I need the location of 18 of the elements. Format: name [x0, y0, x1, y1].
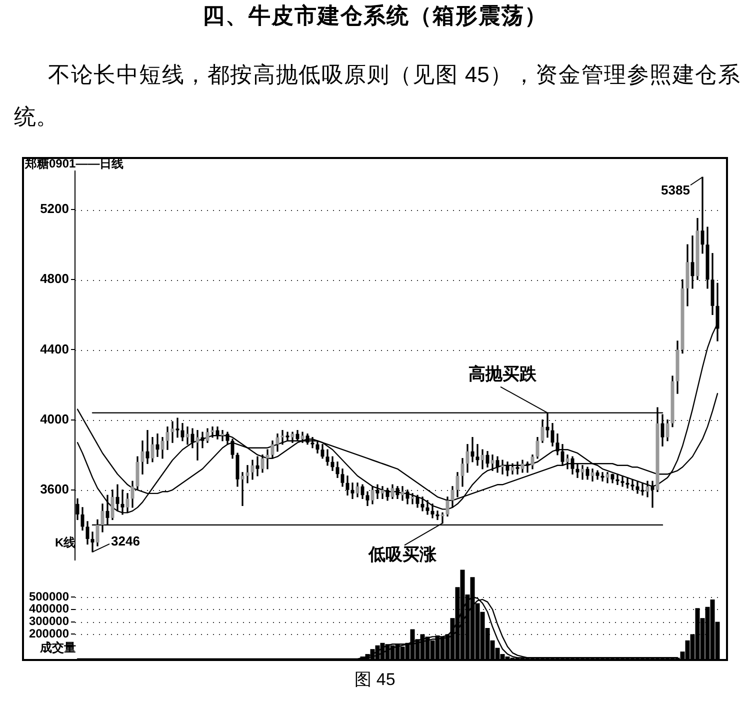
annotation: 低吸买涨: [368, 544, 438, 564]
annotation: 成交量: [39, 640, 76, 654]
y-tick-label: 3600: [40, 481, 69, 496]
annotation: 高抛买跌: [468, 364, 538, 384]
y-tick-label: 4000: [40, 411, 69, 426]
y-tick-label: 500000: [28, 589, 70, 604]
y-tick-label: 4800: [40, 271, 69, 286]
y-tick-label: 4400: [40, 341, 69, 356]
annotation: 3246: [111, 534, 140, 549]
annotation: 5385: [661, 182, 690, 198]
caption: 图 45: [354, 670, 396, 690]
y-tick-label: 300000: [28, 614, 70, 628]
y-tick-label: 200000: [28, 626, 70, 641]
annotation: K线: [55, 535, 76, 550]
chart-title: 四、牛皮市建仓系统（箱形震荡）: [202, 3, 548, 29]
y-tick-label: 5200: [40, 201, 69, 216]
chart-subtitle: 不论长中短线，都按高抛低吸原则（见图 45），资金管理参照建仓系统。: [14, 61, 740, 131]
y-tick-label: 400000: [28, 602, 70, 616]
